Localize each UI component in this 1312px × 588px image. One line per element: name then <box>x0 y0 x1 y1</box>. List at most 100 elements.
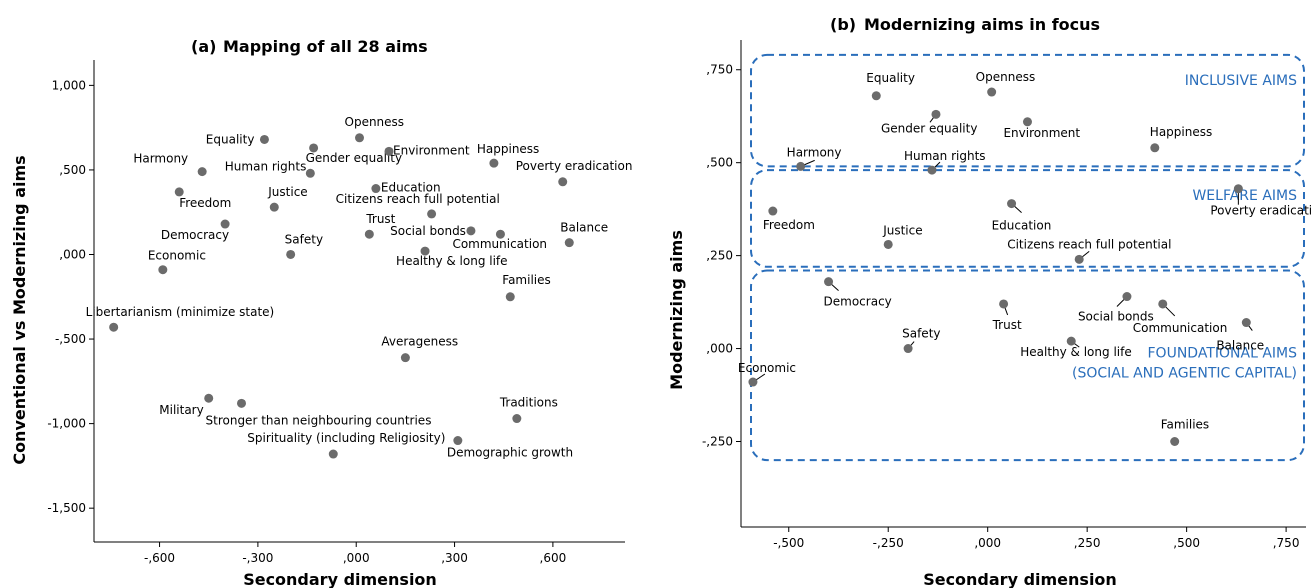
panel-a-point-economic <box>158 265 168 275</box>
panel-a-point-stronger-than-neighbouring-countries <box>237 398 246 408</box>
panel-b-label-environment: Environment <box>1003 126 1080 140</box>
panel-a-point-libertarianism-minimize-state <box>109 322 119 332</box>
panel-a-label-libertarianism-minimize-state: Libertarianism (minimize state) <box>86 305 275 319</box>
panel-a-xtick-label: ,600 <box>540 551 567 565</box>
panel-a-label-gender-equality: Gender equality <box>306 151 402 165</box>
panel-a-label-balance: Balance <box>560 221 608 235</box>
panel-b-label-economic: Economic <box>738 361 796 375</box>
panel-a-panel-label: (a) <box>191 37 216 56</box>
panel-b-ytick-label: ,000 <box>706 342 733 356</box>
panel-a-point-balance <box>564 238 574 248</box>
panel-a-label-trust: Trust <box>365 212 395 226</box>
panel-a-label-openness: Openness <box>345 115 405 129</box>
panel-b-point-human-rights <box>927 165 937 175</box>
panel-b-point-healthy-long-life <box>1066 336 1076 346</box>
panel-b-label-healthy-long-life: Healthy & long life <box>1020 345 1131 359</box>
panel-a-point-poverty-eradication <box>558 177 568 187</box>
panel-b-point-gender-equality <box>931 109 941 119</box>
panel-b-point-trust <box>999 299 1009 309</box>
panel-b-ylabel: Modernizing aims <box>667 230 686 390</box>
panel-b-label-justice: Justice <box>882 223 922 237</box>
panel-b-label-openness: Openness <box>976 70 1036 84</box>
panel-a-label-freedom: Freedom <box>179 196 231 210</box>
panel-b-point-economic <box>748 377 758 387</box>
panel-b-point-families <box>1170 436 1180 446</box>
group-label-social-and-agentic-capital: (SOCIAL AND AGENTIC CAPITAL) <box>1072 365 1297 381</box>
panel-b-label-gender-equality: Gender equality <box>881 121 977 135</box>
panel-b-point-equality <box>871 91 881 101</box>
panel-b-point-freedom <box>768 206 778 216</box>
panel-a-point-freedom <box>174 187 184 197</box>
panel-b-title: Modernizing aims in focus <box>864 15 1100 34</box>
panel-a-point-spirituality-including-religiosity <box>328 449 338 459</box>
panel-a-point-healthy-long-life <box>420 246 430 256</box>
panel-a-label-justice: Justice <box>267 185 307 199</box>
panel-a-point-citizens-reach-full-potential <box>427 209 437 219</box>
panel-a-ytick-label: -1,500 <box>47 501 86 515</box>
panel-b-xtick-label: ,000 <box>974 536 1001 550</box>
panel-a-point-military <box>204 393 214 403</box>
panel-b: (b) Modernizing aims in focus Modernizin… <box>667 15 1312 588</box>
panel-b-label-poverty-eradication: Poverty eradication <box>1210 204 1312 218</box>
panel-a-label-families: Families <box>502 273 550 287</box>
panel-b-point-communication <box>1158 299 1168 309</box>
panel-b-xtick-label: -,250 <box>873 536 904 550</box>
panel-a-point-social-bonds <box>466 226 476 236</box>
group-box-inclusive-aims <box>750 53 1305 168</box>
panel-a-ytick-label: -,500 <box>55 332 86 346</box>
panel-a-point-equality <box>259 134 269 144</box>
panel-a-label-military: Military <box>159 403 203 417</box>
panel-b-point-poverty-eradication <box>1233 184 1243 194</box>
panel-a-ytick-label: -1,000 <box>47 417 86 431</box>
panel-b-ytick-label: ,750 <box>706 63 733 77</box>
panel-b-point-social-bonds <box>1122 292 1132 302</box>
panel-a-point-families <box>505 292 515 302</box>
panel-b-label-balance: Balance <box>1216 339 1264 353</box>
panel-b-xtick-label: -,500 <box>773 536 804 550</box>
panel-a-label-citizens-reach-full-potential: Citizens reach full potential <box>336 192 500 206</box>
panel-b-panel-label: (b) <box>830 15 856 34</box>
panel-a-label-education: Education <box>381 181 441 195</box>
panel-b-point-education <box>1007 199 1017 209</box>
panel-a-ylabel: Conventional vs Modernizing aims <box>10 155 29 464</box>
panel-a-label-harmony: Harmony <box>133 152 188 166</box>
panel-b-label-equality: Equality <box>866 71 915 85</box>
panel-a-label-communication: Communication <box>452 237 547 251</box>
group-box-welfare-aims <box>750 169 1305 268</box>
panel-b-ytick-label: ,250 <box>706 249 733 263</box>
panel-b-point-harmony <box>796 161 806 171</box>
panel-b-point-justice <box>883 239 893 249</box>
panel-a-xtick-label: ,300 <box>441 551 468 565</box>
panel-b-label-harmony: Harmony <box>787 145 842 159</box>
panel-a-point-education <box>371 184 381 194</box>
panel-a-label-traditions: Traditions <box>499 396 558 410</box>
panel-a-point-safety <box>286 249 296 259</box>
panel-b-xtick-label: ,500 <box>1173 536 1200 550</box>
panel-b-label-families: Families <box>1161 417 1209 431</box>
group-label-welfare-aims: WELFARE AIMS <box>1192 188 1297 204</box>
panel-b-xlabel: Secondary dimension <box>923 570 1117 588</box>
group-box-foundational-aims <box>750 269 1305 462</box>
panel-a-label-equality: Equality <box>206 132 255 146</box>
group-label-foundational-aims: FOUNDATIONAL AIMS <box>1148 345 1298 361</box>
panel-a-label-stronger-than-neighbouring-countries: Stronger than neighbouring countries <box>206 413 432 427</box>
panel-a-label-social-bonds: Social bonds <box>390 224 466 238</box>
panel-a-points: Equality Openness Gender equalityEnvironme… <box>86 115 633 460</box>
panel-a-point-justice <box>269 202 279 212</box>
panel-b-ticks: -,500 -,250 ,000 ,250 ,500 ,750 ,750 ,500 ,250 ,0… <box>702 63 1300 550</box>
panel-a-point-democracy <box>220 219 230 229</box>
panel-b-label-happiness: Happiness <box>1150 125 1212 139</box>
panel-b-label-education: Education <box>992 219 1052 233</box>
panel-a-ytick-label: ,000 <box>59 247 86 261</box>
panel-b-point-happiness <box>1150 143 1160 153</box>
panel-a-point-human-rights <box>305 168 315 178</box>
panel-b-label-citizens-reach-full-potential: Citizens reach full potential <box>1007 237 1171 251</box>
panel-b-label-social-bonds: Social bonds <box>1078 310 1154 324</box>
panel-b-label-democracy: Democracy <box>824 295 892 309</box>
panel-b-label-human-rights: Human rights <box>904 149 986 163</box>
panel-a-point-averageness <box>400 353 410 363</box>
panel-a-ticks: -,600 -,300 ,000 ,300 ,600 1,000 ,500 ,000 -,500… <box>47 78 566 565</box>
panel-a-point-traditions <box>512 414 522 424</box>
panel-a-label-economic: Economic <box>148 249 206 263</box>
panel-a-ytick-label: ,500 <box>59 163 86 177</box>
